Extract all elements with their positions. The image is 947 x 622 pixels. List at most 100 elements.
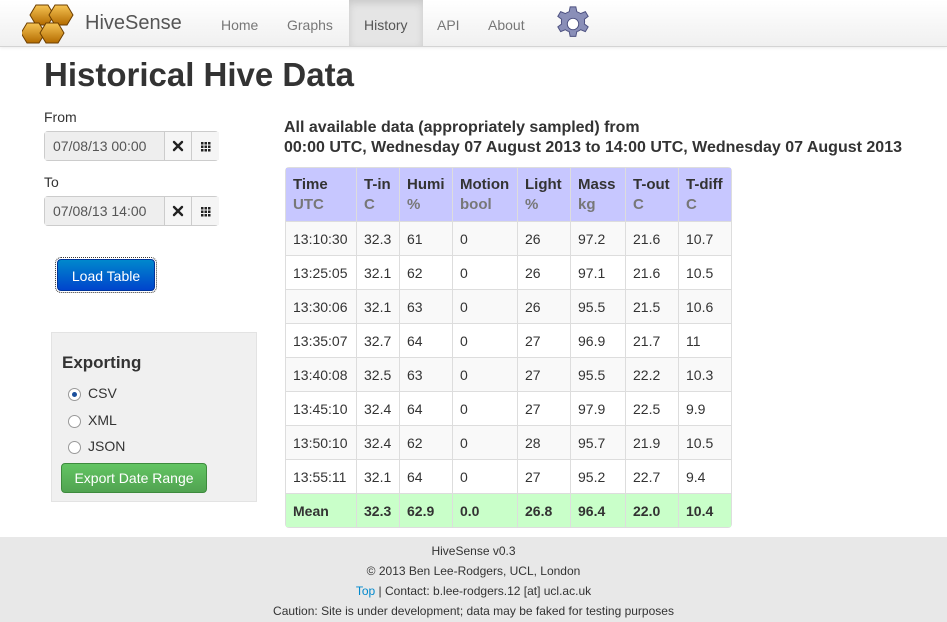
table-cell: 22.2 xyxy=(625,357,678,391)
header-name: Mass xyxy=(578,176,616,193)
table-cell: 10.7 xyxy=(678,221,731,255)
table-cell: 28 xyxy=(517,425,570,459)
nav-about[interactable]: About xyxy=(488,17,525,33)
radio-icon[interactable] xyxy=(68,441,81,454)
header-name: T-diff xyxy=(686,176,723,193)
calendar-grid-icon xyxy=(201,207,211,217)
footer: HiveSense v0.3 © 2013 Ben Lee-Rodgers, U… xyxy=(0,537,947,622)
table-cell: 26 xyxy=(517,255,570,289)
top-link[interactable]: Top xyxy=(355,584,376,598)
table-cell: 95.7 xyxy=(570,425,625,459)
table-cell: 62 xyxy=(399,255,452,289)
table-cell: 9.9 xyxy=(678,391,731,425)
header-name: Time xyxy=(293,176,328,193)
radio-icon[interactable] xyxy=(68,388,81,401)
load-table-button[interactable]: Load Table xyxy=(55,257,157,293)
mean-cell: Mean xyxy=(286,493,356,527)
nav-history[interactable]: History xyxy=(349,0,423,46)
mean-cell: 10.4 xyxy=(678,493,731,527)
to-date-input[interactable]: 07/08/13 14:00 xyxy=(45,197,165,225)
description-line-2: 00:00 UTC, Wednesday 07 August 2013 to 1… xyxy=(284,139,902,156)
table-cell: 13:45:10 xyxy=(286,391,356,425)
export-panel: Exporting CSV XML JSON Export Date Range xyxy=(51,332,257,502)
table-cell: 63 xyxy=(399,357,452,391)
table-cell: 64 xyxy=(399,323,452,357)
from-calendar-button[interactable] xyxy=(192,132,219,160)
table-cell: 26 xyxy=(517,221,570,255)
table-row: 13:40:08 32.5 63 0 27 95.5 22.2 10.3 xyxy=(286,357,731,391)
header-time: Time UTC xyxy=(286,168,356,221)
from-date-input[interactable]: 07/08/13 00:00 xyxy=(45,132,165,160)
table-cell: 32.4 xyxy=(356,425,399,459)
mean-cell: 22.0 xyxy=(625,493,678,527)
radio-icon[interactable] xyxy=(68,415,81,428)
table-cell: 97.9 xyxy=(570,391,625,425)
mean-cell: 96.4 xyxy=(570,493,625,527)
table-cell: 10.3 xyxy=(678,357,731,391)
table-cell: 0 xyxy=(452,323,517,357)
table-row: 13:10:30 32.3 61 0 26 97.2 21.6 10.7 xyxy=(286,221,731,255)
from-date-group: 07/08/13 00:00 xyxy=(44,131,219,161)
table-cell: 32.5 xyxy=(356,357,399,391)
header-unit: kg xyxy=(578,196,596,213)
table-header-row: Time UTC T-in C Humi% Motion bool Light% Ma… xyxy=(286,168,731,221)
calendar-grid-icon xyxy=(201,142,211,152)
table-row: 13:50:10 32.4 62 0 28 95.7 21.9 10.5 xyxy=(286,425,731,459)
table-cell: 97.2 xyxy=(570,221,625,255)
table-cell: 27 xyxy=(517,391,570,425)
table-cell: 27 xyxy=(517,459,570,493)
table-cell: 32.4 xyxy=(356,391,399,425)
header-unit: UTC xyxy=(293,196,324,213)
export-option-label: CSV xyxy=(88,385,117,401)
header-name: Humi xyxy=(407,176,445,193)
table-cell: 96.9 xyxy=(570,323,625,357)
header-unit: C xyxy=(633,196,644,213)
table-cell: 97.1 xyxy=(570,255,625,289)
to-calendar-button[interactable] xyxy=(192,197,219,225)
nav-api[interactable]: API xyxy=(437,17,460,33)
table-cell: 21.5 xyxy=(625,289,678,323)
header-light: Light% xyxy=(517,168,570,221)
table-cell: 13:40:08 xyxy=(286,357,356,391)
mean-cell: 32.3 xyxy=(356,493,399,527)
table-cell: 9.4 xyxy=(678,459,731,493)
table-cell: 21.9 xyxy=(625,425,678,459)
header-mass: Mass kg xyxy=(570,168,625,221)
nav-home[interactable]: Home xyxy=(221,17,259,33)
table-cell: 32.7 xyxy=(356,323,399,357)
to-clear-button[interactable] xyxy=(165,197,192,225)
honeycomb-logo-icon[interactable] xyxy=(22,4,76,44)
table-cell: 13:25:05 xyxy=(286,255,356,289)
from-clear-button[interactable] xyxy=(165,132,192,160)
table-cell: 21.6 xyxy=(625,255,678,289)
mean-row: Mean 32.3 62.9 0.0 26.8 96.4 22.0 10.4 xyxy=(286,493,731,527)
table-cell: 10.6 xyxy=(678,289,731,323)
table-cell: 13:35:07 xyxy=(286,323,356,357)
export-option-label: JSON xyxy=(88,438,126,454)
table-cell: 95.5 xyxy=(570,289,625,323)
header-unit: C xyxy=(686,196,697,213)
nav-graphs[interactable]: Graphs xyxy=(287,17,333,33)
table-cell: 0 xyxy=(452,425,517,459)
export-title: Exporting xyxy=(62,353,142,372)
header-name: T-in xyxy=(364,176,391,193)
table-cell: 0 xyxy=(452,289,517,323)
table-cell: 13:10:30 xyxy=(286,221,356,255)
header-name: Motion xyxy=(460,176,510,193)
clear-x-icon xyxy=(172,140,184,152)
header-name: Light xyxy=(525,176,562,193)
table-cell: 64 xyxy=(399,459,452,493)
table-cell: 0 xyxy=(452,357,517,391)
gear-icon[interactable] xyxy=(554,5,592,43)
history-table: Time UTC T-in C Humi% Motion bool Light% Ma… xyxy=(285,167,732,528)
export-option-label: XML xyxy=(88,412,117,428)
export-date-range-button[interactable]: Export Date Range xyxy=(61,463,207,493)
table-cell: 21.7 xyxy=(625,323,678,357)
mean-cell: 62.9 xyxy=(399,493,452,527)
table-cell: 21.6 xyxy=(625,221,678,255)
brand-name[interactable]: HiveSense xyxy=(85,12,182,34)
table-cell: 32.1 xyxy=(356,255,399,289)
table-cell: 0 xyxy=(452,255,517,289)
header-unit: % xyxy=(407,196,421,213)
footer-contact-line: Top | Contact: b.lee-rodgers.12 [at] ucl… xyxy=(0,584,947,598)
